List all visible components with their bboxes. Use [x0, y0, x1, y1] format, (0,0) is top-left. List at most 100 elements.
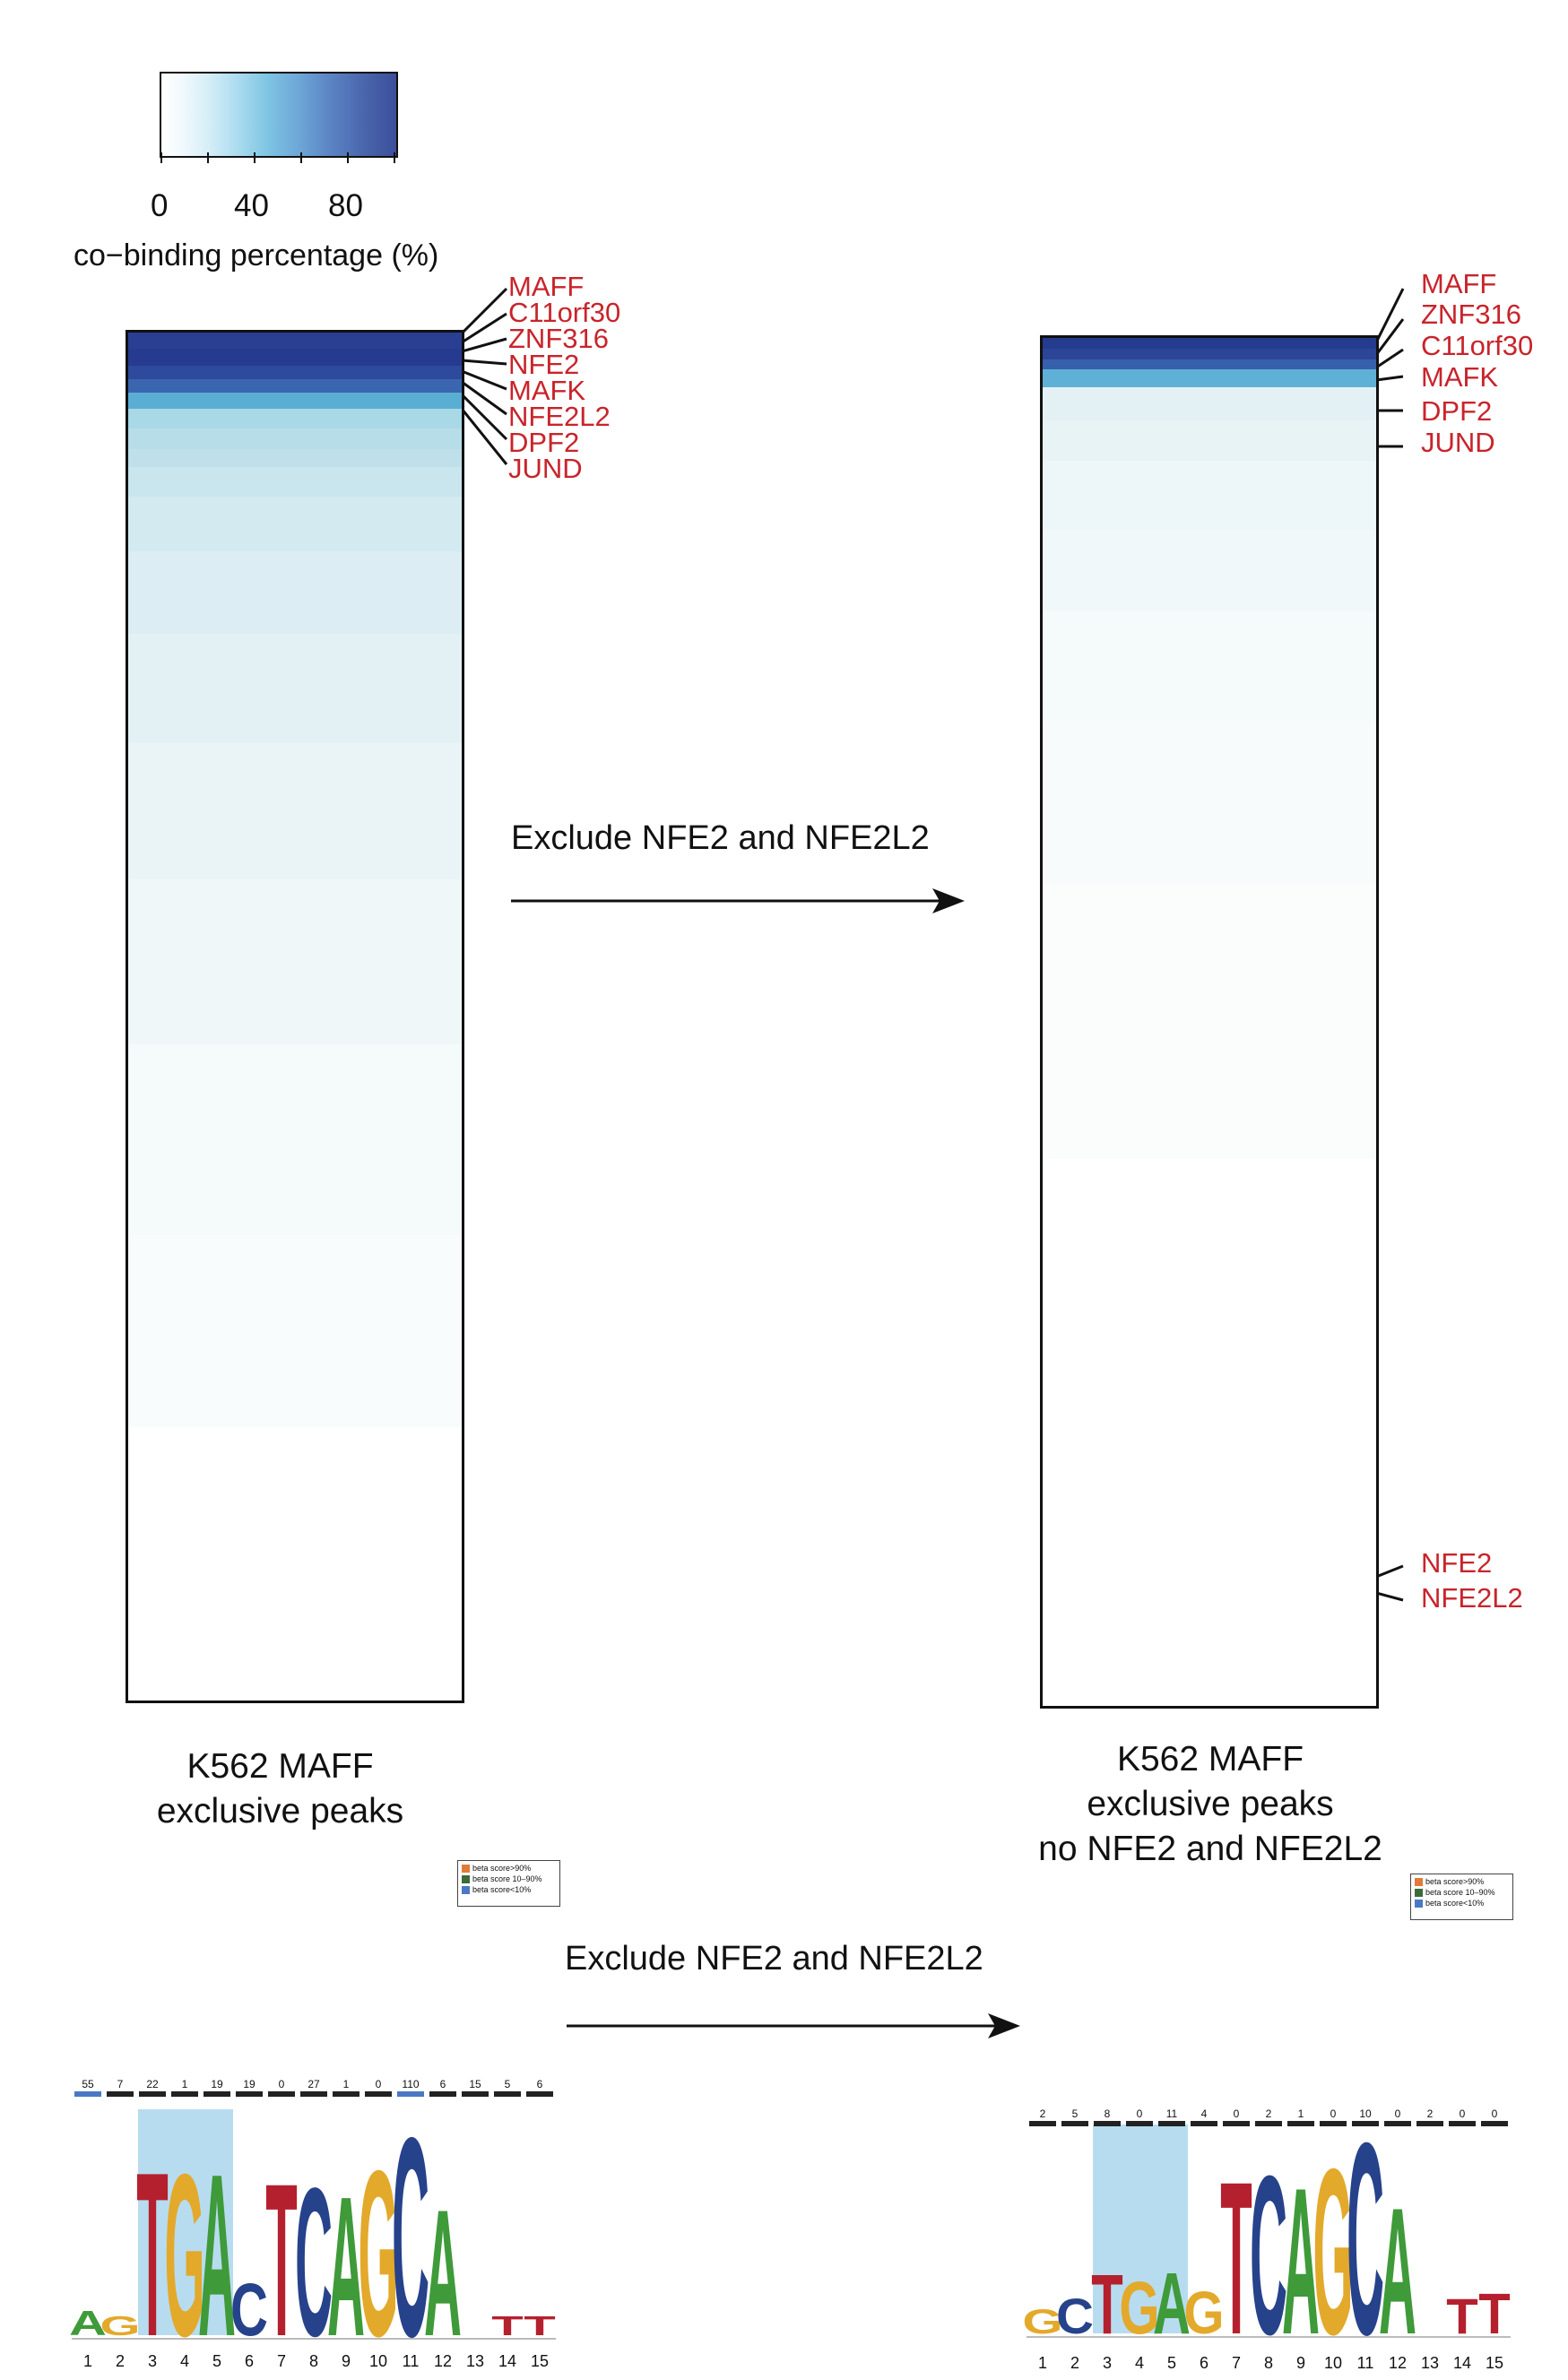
position-label: 7	[277, 2352, 286, 2370]
heatmap-row	[1043, 611, 1376, 722]
count-label: 2	[1427, 2107, 1434, 2120]
heatmap-row	[1043, 529, 1376, 612]
legend-label-low: beta score<10%	[1425, 1899, 1485, 1908]
position-label: 12	[1389, 2354, 1407, 2372]
position-label: 1	[1038, 2354, 1047, 2372]
motif-letter: A	[198, 2126, 236, 2380]
motif-logo-left: 551A72G223T14G195A196C07T278C19A010G1101…	[69, 2078, 556, 2380]
count-label: 1	[182, 2078, 188, 2090]
heatmap-row	[128, 378, 462, 394]
count-label: 0	[1460, 2107, 1466, 2120]
legend-swatch-high	[1415, 1877, 1423, 1886]
count-bar	[1320, 2121, 1347, 2126]
right-label-nfe2l2: NFE2L2	[1421, 1582, 1523, 1614]
right-label-leaders	[1376, 288, 1405, 448]
heatmap-row	[1043, 359, 1376, 370]
count-bar	[1416, 2121, 1443, 2126]
left-caption-line-2: exclusive peaks	[156, 1792, 404, 1830]
right-label-nfe2: NFE2	[1421, 1547, 1493, 1579]
right-label-maff: MAFF	[1421, 268, 1497, 299]
heatmap-row	[128, 393, 462, 410]
legend-label-mid: beta score 10–90%	[472, 1874, 542, 1883]
count-bar	[1481, 2121, 1508, 2126]
heatmap-row	[1043, 386, 1376, 420]
left-label-mafk: MAFK	[508, 375, 586, 406]
count-bar	[333, 2091, 360, 2097]
left-label-znf316: ZNF316	[508, 323, 609, 354]
position-label: 8	[309, 2352, 318, 2370]
count-bar	[300, 2091, 327, 2097]
count-label: 110	[402, 2078, 419, 2090]
left-caption-line-1: K562 MAFF	[186, 1747, 374, 1786]
count-label: 8	[1105, 2107, 1111, 2120]
right-caption-line-1: K562 MAFF	[1116, 1740, 1304, 1779]
count-bar	[268, 2091, 295, 2097]
count-label: 0	[279, 2078, 285, 2090]
position-label: 6	[1200, 2354, 1208, 2372]
position-label: 10	[1324, 2354, 1342, 2372]
count-bar	[204, 2091, 230, 2097]
core-highlight	[138, 2109, 233, 2335]
heatmap-row	[1043, 338, 1376, 350]
position-label: 3	[1103, 2354, 1112, 2372]
position-label: 4	[1135, 2354, 1144, 2372]
count-bar	[1126, 2121, 1153, 2126]
right-label-dpf2: DPF2	[1421, 395, 1493, 427]
position-label: 5	[212, 2352, 221, 2370]
left-label-c11orf30: C11orf30	[508, 297, 621, 328]
count-label: 55	[82, 2078, 94, 2090]
count-label: 27	[308, 2078, 320, 2090]
right-caption-line-2: exclusive peaks	[1087, 1785, 1334, 1823]
position-label: 13	[466, 2352, 484, 2370]
position-label: 14	[498, 2352, 516, 2370]
bottom-arrow-label: Exclude NFE2 and NFE2L2	[565, 1940, 983, 1978]
motif-letter: T	[524, 2310, 555, 2341]
bottom-arrow	[567, 2013, 1020, 2038]
count-label: 0	[1234, 2107, 1240, 2120]
count-label: 5	[1072, 2107, 1079, 2120]
count-bar	[74, 2091, 101, 2097]
count-bar	[1191, 2121, 1217, 2126]
position-label: 11	[1357, 2354, 1374, 2372]
heatmap-row	[128, 365, 462, 379]
heatmap-row	[1043, 721, 1376, 886]
motif-letter: G	[164, 2126, 204, 2380]
count-bar	[365, 2091, 392, 2097]
motif-letter: T	[1091, 2256, 1123, 2351]
left-label-nfe2: NFE2	[508, 349, 580, 380]
heatmap-row	[128, 1235, 462, 1427]
heatmap-row	[128, 497, 462, 552]
position-label: 9	[342, 2352, 351, 2370]
left-label-jund: JUND	[508, 453, 583, 484]
count-label: 7	[117, 2078, 124, 2090]
position-label: 6	[245, 2352, 254, 2370]
left-heatmap-rows	[128, 333, 462, 1701]
motif-letter: G	[1022, 2302, 1062, 2341]
position-label: 14	[1453, 2354, 1471, 2372]
count-label: 2	[1040, 2107, 1046, 2120]
count-bar	[462, 2091, 489, 2097]
motif-letter: T	[1220, 2137, 1252, 2380]
right-heatmap	[1040, 335, 1379, 1709]
count-bar	[429, 2091, 456, 2097]
heatmap-row	[1043, 461, 1376, 530]
count-bar	[1449, 2121, 1476, 2126]
colorbar-tick-80: 80	[328, 188, 363, 223]
right-heatmap-rows	[1043, 338, 1376, 1706]
count-bar	[1158, 2121, 1185, 2126]
core-highlight	[1093, 2125, 1188, 2333]
heatmap-row	[128, 551, 462, 634]
position-label: 2	[116, 2352, 125, 2370]
count-label: 0	[1492, 2107, 1498, 2120]
motif-letter: T	[1478, 2281, 1510, 2345]
heatmap-row	[128, 742, 462, 880]
position-label: 13	[1421, 2354, 1439, 2372]
position-label: 7	[1232, 2354, 1241, 2372]
motif-letter: G	[1119, 2267, 1159, 2350]
count-label: 22	[146, 2078, 159, 2090]
left-caption: K562 MAFF exclusive peaks	[99, 1744, 462, 1834]
legend-label-low: beta score<10%	[472, 1885, 532, 1894]
motif-letter: C	[1056, 2289, 1094, 2345]
motif-letter: A	[327, 2156, 365, 2378]
